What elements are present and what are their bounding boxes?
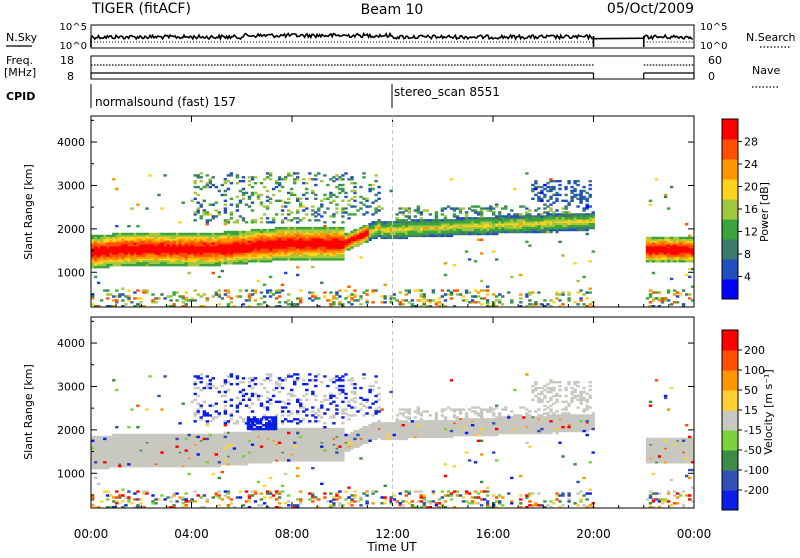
colorbar-tick-label: 100: [744, 364, 765, 377]
xtick-label: 16:00: [476, 527, 511, 541]
colorbar-swatch-0: [722, 279, 738, 300]
freq-tick-bottom: 8: [67, 70, 74, 83]
colorbar-tick-label: 12: [744, 226, 758, 239]
colorbar-tick-label: 50: [744, 384, 758, 397]
colorbar-tick-label: 200: [744, 344, 765, 357]
ytick-label: 1000: [57, 467, 85, 480]
freq-label-1: Freq.: [6, 54, 33, 67]
colorbar-swatch-2: [722, 450, 738, 471]
nsky-trace: [90, 31, 694, 47]
colorbar-tick-label: 24: [744, 158, 758, 171]
colorbar-swatch-1: [722, 259, 738, 280]
ytick-label: 1000: [57, 266, 85, 279]
beam-title: Beam 10: [361, 2, 424, 18]
freq-panel-frame: [90, 55, 695, 80]
power-ylabel: Slant Range [km]: [22, 164, 35, 260]
colorbar-swatch-5: [722, 179, 738, 200]
colorbar-tick-label: 8: [744, 248, 751, 261]
xtick-label: 04:00: [174, 527, 209, 541]
time-axis: 00:00 04:00 08:00 12:00 16:00 20:00 00:00: [74, 116, 712, 541]
xtick-label: 20:00: [576, 527, 611, 541]
xtick-label: 00:00: [677, 527, 712, 541]
xtick-label: 12:00: [375, 527, 410, 541]
xtick-label: 00:00: [74, 527, 109, 541]
colorbar-tick-label: 16: [744, 203, 758, 216]
colorbar-swatch-3: [722, 430, 738, 451]
velocity-colorbar: 200 100 50 15 -15 -50 -100 -200: [721, 329, 769, 511]
colorbar-tick-label: 20: [744, 181, 758, 194]
power-cell-group-6: [91, 230, 695, 257]
power-cell-group-7: [91, 172, 695, 308]
ytick-label: 2000: [57, 223, 85, 236]
colorbar-swatch-4: [722, 410, 738, 431]
cpid-segment-2: stereo_scan 8551: [394, 85, 500, 99]
nsky-tick-bottom: 10^0: [60, 41, 87, 52]
cpid-label: CPID: [6, 90, 35, 103]
nsearch-tick-bottom: 10^0: [700, 41, 727, 52]
nsearch-tick-top: 10^5: [700, 22, 727, 33]
ytick-label: 3000: [57, 179, 85, 192]
velocity-heatmap: [91, 373, 695, 509]
power-colorbar: 28 24 20 16 12 8 4: [721, 118, 758, 300]
cpid-segment-1: normalsound (fast) 157: [95, 95, 236, 109]
colorbar-swatch-8: [722, 330, 738, 351]
power-colorbar-label: Power [dB]: [758, 182, 771, 242]
time-axis-label: Time UT: [366, 540, 417, 554]
power-heatmap: [91, 172, 695, 308]
velocity-ylabel: Slant Range [km]: [22, 364, 35, 460]
colorbar-swatch-3: [722, 219, 738, 240]
colorbar-swatch-8: [722, 119, 738, 140]
power-y-axis: 4000 3000 2000 1000: [57, 119, 694, 295]
freq-trace: [90, 64, 695, 79]
xtick-label: 08:00: [275, 527, 310, 541]
colorbar-swatch-7: [722, 350, 738, 371]
ytick-label: 3000: [57, 380, 85, 393]
colorbar-tick-label: 4: [744, 271, 751, 284]
nsky-tick-top: 10^5: [60, 22, 87, 33]
nsearch-label: N.Search: [746, 31, 796, 44]
colorbar-swatch-2: [722, 239, 738, 260]
colorbar-tick-label: -50: [744, 444, 762, 457]
velocity-y-axis: 4000 3000 2000 1000: [57, 320, 694, 496]
colorbar-swatch-6: [722, 159, 738, 180]
colorbar-frame: [721, 329, 739, 511]
colorbar-swatch-0: [722, 490, 738, 511]
freq-tick-top: 18: [60, 54, 74, 67]
nave-tick-top: 60: [708, 54, 722, 67]
colorbar-swatch-4: [722, 199, 738, 220]
date-title: 05/Oct/2009: [607, 1, 694, 17]
colorbar-tick-label: -15: [744, 424, 762, 437]
colorbar-tick-label: -100: [744, 464, 769, 477]
nsky-line: [90, 31, 693, 42]
colorbar-tick-label: -200: [744, 484, 769, 497]
colorbar-swatch-1: [722, 470, 738, 491]
nsky-label: N.Sky: [6, 31, 38, 44]
nave-tick-bottom: 0: [708, 70, 715, 83]
radar-title: TIGER (fitACF): [91, 1, 191, 17]
ytick-label: 2000: [57, 424, 85, 437]
nave-label: Nave: [752, 64, 780, 77]
ytick-label: 4000: [57, 337, 85, 350]
velocity-colorbar-label: Velocity [m s⁻¹]: [762, 369, 775, 454]
ytick-label: 4000: [57, 136, 85, 149]
colorbar-swatch-6: [722, 370, 738, 391]
colorbar-tick-label: 15: [744, 404, 758, 417]
freq-label-2: [MHz]: [4, 66, 36, 79]
colorbar-tick-label: 28: [744, 136, 758, 149]
colorbar-swatch-7: [722, 139, 738, 160]
colorbar-swatch-5: [722, 390, 738, 411]
velocity-cell-group-3: [91, 373, 695, 509]
